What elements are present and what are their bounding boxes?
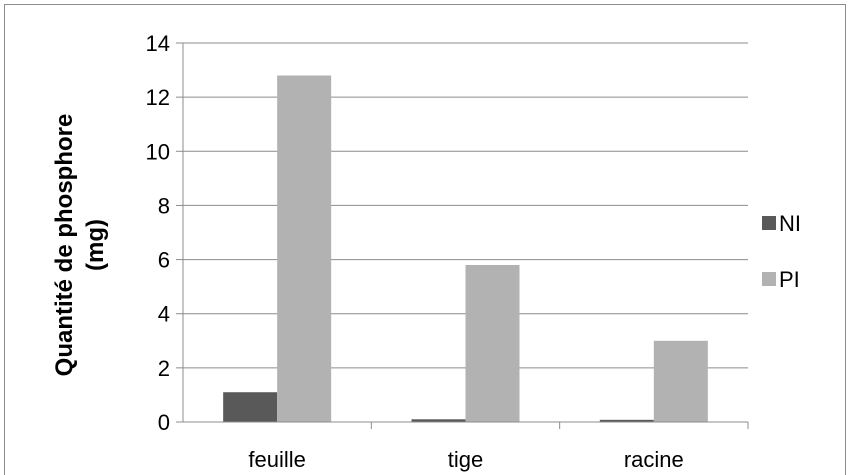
bar-pi-tige (465, 264, 520, 422)
legend-swatch-ni (762, 216, 776, 230)
x-tick-label: racine (624, 447, 684, 472)
legend-label-pi: PI (779, 267, 800, 292)
y-axis-title-line2: (mg) (82, 219, 109, 271)
y-tick-label: 10 (146, 139, 170, 164)
axes (182, 43, 748, 423)
bar-ni-feuille (223, 392, 278, 422)
bar-ni-tige (411, 419, 466, 422)
y-axis-title-line1: Quantité de phosphore (51, 114, 78, 377)
y-tick-label: 4 (158, 302, 170, 327)
legend-label-ni: NI (779, 211, 801, 236)
y-tick-labels: 0 2 4 6 8 10 12 14 (146, 31, 170, 435)
bar-pi-feuille (277, 75, 332, 422)
y-tick-label: 6 (158, 248, 170, 273)
legend-swatch-pi (762, 272, 776, 286)
bars (223, 75, 708, 422)
x-tick-label: tige (448, 447, 483, 472)
bar-ni-racine (599, 419, 654, 422)
y-tick-label: 12 (146, 85, 170, 110)
y-tick-label: 8 (158, 193, 170, 218)
y-tick-label: 14 (146, 31, 170, 56)
legend: NI PI (762, 211, 801, 292)
x-tick-labels: feuille tige racine (248, 422, 749, 472)
y-tick-label: 0 (158, 410, 170, 435)
x-tick-label: feuille (248, 447, 305, 472)
chart-frame (4, 4, 846, 475)
y-tick-label: 2 (158, 356, 170, 381)
bar-pi-racine (653, 340, 708, 422)
